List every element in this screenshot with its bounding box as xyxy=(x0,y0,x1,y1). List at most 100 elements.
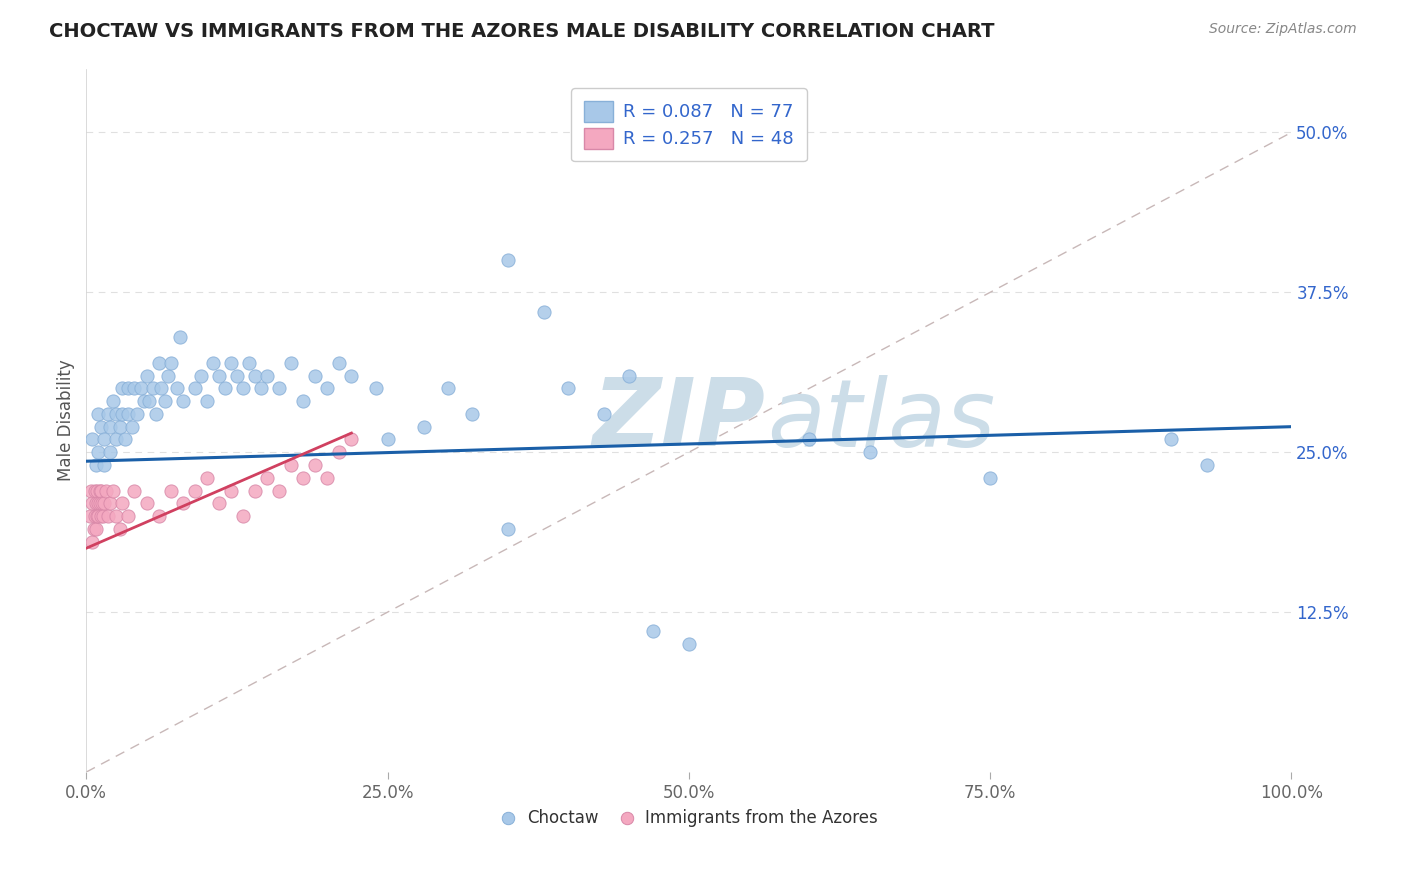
Point xyxy=(145,407,167,421)
Point xyxy=(269,381,291,395)
Point xyxy=(377,433,399,447)
Point xyxy=(250,381,273,395)
Point xyxy=(533,304,555,318)
Point xyxy=(157,368,180,383)
Point xyxy=(148,356,170,370)
Point xyxy=(82,496,104,510)
Point xyxy=(83,509,105,524)
Point xyxy=(87,509,110,524)
Point xyxy=(153,394,176,409)
Point xyxy=(1160,433,1182,447)
Point xyxy=(93,496,115,510)
Point xyxy=(108,522,131,536)
Point xyxy=(232,509,254,524)
Point xyxy=(593,407,616,421)
Point xyxy=(1195,458,1218,472)
Y-axis label: Male Disability: Male Disability xyxy=(58,359,75,481)
Point xyxy=(135,368,157,383)
Point xyxy=(142,381,165,395)
Point xyxy=(304,368,326,383)
Point xyxy=(292,471,315,485)
Point xyxy=(148,509,170,524)
Point xyxy=(86,509,108,524)
Point xyxy=(858,445,880,459)
Point xyxy=(138,394,160,409)
Point xyxy=(111,496,134,510)
Point xyxy=(219,356,242,370)
Point xyxy=(269,483,291,498)
Point xyxy=(557,381,579,395)
Point xyxy=(89,483,111,498)
Point xyxy=(799,433,821,447)
Point xyxy=(496,253,519,268)
Point xyxy=(172,496,194,510)
Point xyxy=(124,381,146,395)
Point xyxy=(91,509,114,524)
Point xyxy=(117,509,139,524)
Point xyxy=(190,368,212,383)
Point xyxy=(117,407,139,421)
Point xyxy=(184,483,207,498)
Point xyxy=(159,356,181,370)
Point xyxy=(108,419,131,434)
Point xyxy=(84,522,107,536)
Point xyxy=(169,330,191,344)
Point xyxy=(93,433,115,447)
Point xyxy=(304,458,326,472)
Point xyxy=(208,368,231,383)
Point xyxy=(105,509,128,524)
Point xyxy=(678,637,700,651)
Point xyxy=(89,496,111,510)
Point xyxy=(101,483,124,498)
Point xyxy=(100,445,122,459)
Point xyxy=(105,433,128,447)
Point xyxy=(134,394,156,409)
Point xyxy=(83,483,105,498)
Point xyxy=(97,407,120,421)
Point xyxy=(114,433,136,447)
Point xyxy=(87,407,110,421)
Point xyxy=(256,368,278,383)
Point xyxy=(80,483,103,498)
Point xyxy=(84,458,107,472)
Point xyxy=(184,381,207,395)
Point xyxy=(117,381,139,395)
Point xyxy=(166,381,188,395)
Point xyxy=(87,496,110,510)
Point xyxy=(97,509,120,524)
Point xyxy=(90,419,112,434)
Point xyxy=(100,419,122,434)
Point xyxy=(238,356,260,370)
Point xyxy=(121,419,143,434)
Legend: Choctaw, Immigrants from the Azores: Choctaw, Immigrants from the Azores xyxy=(494,803,884,834)
Point xyxy=(201,356,224,370)
Point xyxy=(340,433,363,447)
Point xyxy=(232,381,254,395)
Point xyxy=(111,407,134,421)
Point xyxy=(135,496,157,510)
Point xyxy=(292,394,315,409)
Point xyxy=(496,522,519,536)
Point xyxy=(617,368,640,383)
Point xyxy=(243,368,266,383)
Point xyxy=(83,522,105,536)
Point xyxy=(84,496,107,510)
Point xyxy=(111,381,134,395)
Point xyxy=(256,471,278,485)
Point xyxy=(280,356,302,370)
Point xyxy=(94,483,117,498)
Point xyxy=(316,381,339,395)
Text: atlas: atlas xyxy=(768,375,995,466)
Point xyxy=(208,496,231,510)
Point xyxy=(979,471,1001,485)
Point xyxy=(87,445,110,459)
Point xyxy=(641,624,664,639)
Point xyxy=(100,496,122,510)
Point xyxy=(91,496,114,510)
Point xyxy=(125,407,148,421)
Point xyxy=(243,483,266,498)
Point xyxy=(101,394,124,409)
Point xyxy=(150,381,173,395)
Point xyxy=(340,368,363,383)
Point xyxy=(82,433,104,447)
